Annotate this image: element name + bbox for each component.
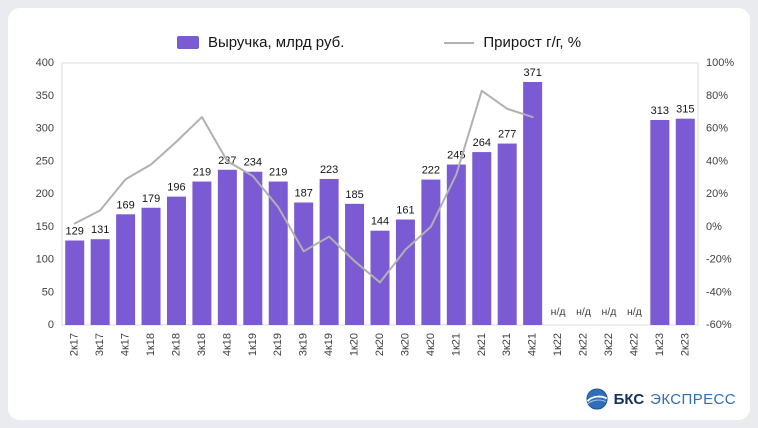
chart-card: Выручка, млрд руб. Прирост г/г, % БКС ЭК… (8, 8, 750, 420)
bks-logo-icon (586, 388, 608, 410)
revenue-swatch-icon (176, 36, 199, 49)
legend-item-growth: Прирост г/г, % (444, 34, 581, 51)
growth-line-icon (444, 41, 475, 44)
logo-text-secondary: ЭКСПРЕСС (650, 390, 736, 408)
chart-legend: Выручка, млрд руб. Прирост г/г, % (8, 34, 750, 51)
legend-label-growth: Прирост г/г, % (483, 34, 582, 51)
logo-text-primary: БКС (613, 390, 645, 408)
legend-item-revenue: Выручка, млрд руб. (176, 34, 345, 51)
legend-label-revenue: Выручка, млрд руб. (207, 34, 345, 51)
bks-express-logo: БКС ЭКСПРЕСС (586, 388, 736, 410)
